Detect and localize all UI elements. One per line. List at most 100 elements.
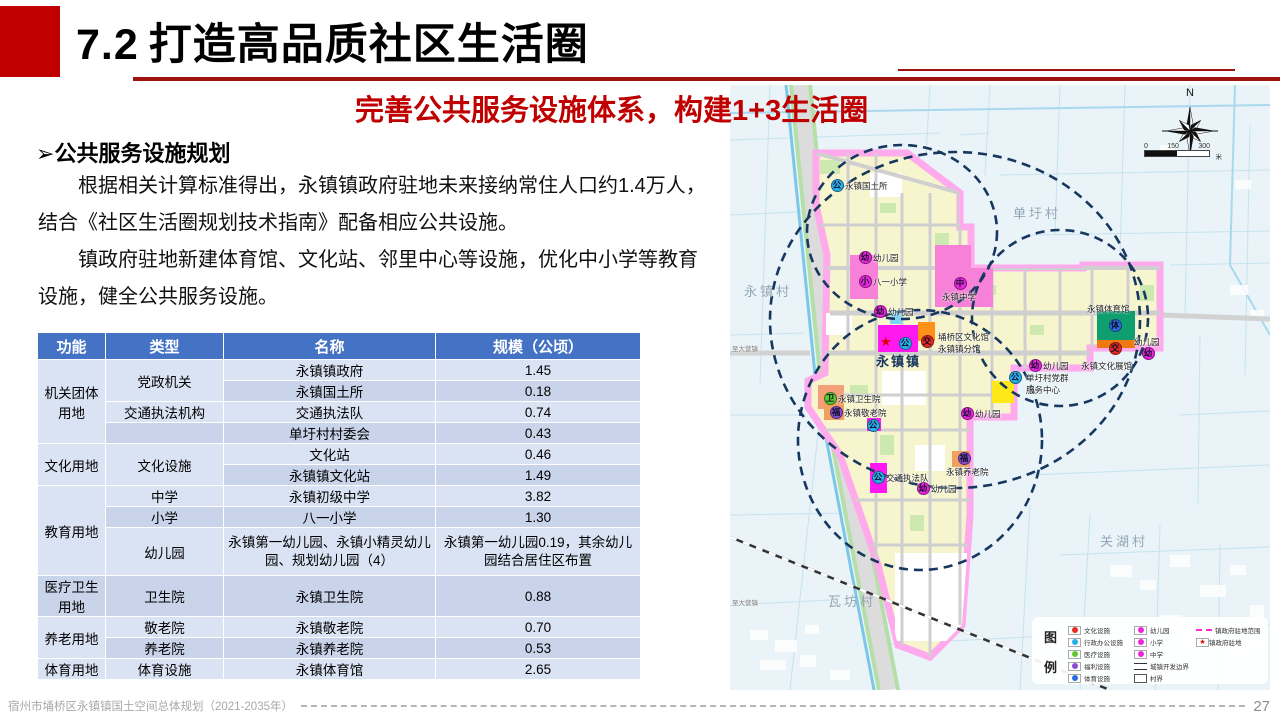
legend-item: 村界 (1134, 673, 1163, 683)
section-heading-text: 公共服务设施规划 (54, 141, 231, 166)
map-text-label: 至大营镇 (732, 600, 758, 607)
table-cell: 2.65 (435, 658, 641, 680)
legend-label: 永镇镇政府驻地 (1196, 640, 1242, 647)
legend-item: ★ 永镇镇政府驻地 (1196, 637, 1242, 647)
legend-item: 中学 (1134, 649, 1163, 659)
table-cell: 0.18 (435, 380, 641, 402)
paragraph-2: 镇政府驻地新建体育馆、文化站、邻里中心等设施，优化中小学等教育设施，健全公共服务… (38, 249, 698, 308)
facility-label: 八一小学 (873, 277, 908, 287)
page-title: 7.2 打造高品质社区生活圈 (76, 10, 589, 72)
facility-marker-med: 卫 (823, 391, 837, 405)
table-cell: 0.53 (435, 637, 641, 659)
legend-label: 医疗设施 (1084, 652, 1110, 659)
table-header-cell: 功能 (37, 332, 106, 360)
facility-label: 幼儿园 (1043, 361, 1069, 371)
facility-label: 幼儿园 (1134, 337, 1160, 347)
table-row: 机关团体用地 党政机关 永镇镇政府 1.45 (37, 359, 641, 444)
table-cell: 永镇第一幼儿园0.19，其余幼儿园结合居住区布置 (435, 527, 641, 576)
facility-table: 功能 类型 名称 规模（公顷） 机关团体用地 党政机关 永镇镇政府 1.45 永镇国土所 0.1… (37, 332, 641, 680)
scale-tick: 300 (1198, 143, 1210, 150)
legend-swatch-dot (1068, 673, 1081, 683)
paragraph-1: 根据相关计算标准得出，永镇镇政府驻地未来接纳常住人口约1.4万人，结合《社区生活… (38, 175, 706, 234)
footer: 宿州市埇桥区永镇镇国土空间总体规划（2021-2035年） 27 (8, 696, 1270, 716)
legend-title-char: 图 (1044, 630, 1058, 645)
table-cell: 1.30 (435, 506, 641, 528)
map-text-label: 埇桥区文化馆 永镇镇分馆 (938, 332, 990, 354)
table-row: 体育用地 体育设施 永镇体育馆 2.65 (37, 658, 641, 680)
table-cell: 永镇第一幼儿园、永镇小精灵幼儿园、规划幼儿园（4） (223, 527, 436, 576)
facility-marker-admin: 公 (871, 470, 885, 484)
legend-label: 小学 (1150, 640, 1163, 647)
table-cell: 文化设施 (105, 443, 224, 486)
table-cell: 0.70 (435, 616, 641, 638)
table-cell: 体育用地 (37, 658, 106, 680)
arrow-bullet-icon: ➢ (36, 141, 55, 166)
legend-swatch-dot (1068, 649, 1081, 659)
legend-item: 行政办公设施 (1068, 637, 1123, 647)
header-rule-thin (898, 69, 1235, 71)
legend-label: 体育设施 (1084, 676, 1110, 683)
section-heading: ➢公共服务设施规划 (36, 136, 230, 168)
compass-rose-icon (1162, 106, 1218, 156)
table-cell: 永镇敬老院 (223, 616, 436, 638)
table-cell: 卫生院 (105, 575, 224, 617)
facility-marker-edu: 幼 (858, 250, 872, 264)
table-cell: 0.88 (435, 575, 641, 617)
legend-item: 医疗设施 (1068, 649, 1110, 659)
facility-marker-edu: 中 (953, 276, 967, 290)
table-cell: 党政机关 (105, 359, 224, 402)
footer-source-text: 宿州市埇桥区永镇镇国土空间总体规划（2021-2035年） (8, 701, 293, 713)
table-cell: 八一小学 (223, 506, 436, 528)
section-title: 打造高品质社区生活圈 (148, 21, 589, 69)
facility-label: 交通执法队 (886, 473, 929, 483)
table-row: 小学 八一小学 1.30 (38, 506, 641, 528)
header-accent-square (0, 6, 60, 77)
legend-label: 幼儿园 (1150, 628, 1170, 635)
legend-swatch-dot (1134, 637, 1147, 647)
facility-label: 幼儿园 (975, 409, 1001, 419)
legend-item: 文化设施 (1068, 625, 1110, 635)
facility-marker-admin: 公 (898, 336, 912, 350)
table-cell: 机关团体用地 (37, 359, 106, 444)
table-cell: 文化用地 (37, 443, 106, 486)
facility-marker-edu: 小 (858, 274, 872, 288)
table-row: 医疗卫生用地 卫生院 永镇卫生院 0.88 (37, 575, 641, 617)
legend-label: 行政办公设施 (1084, 640, 1123, 647)
scale-bar: 0 150 300 米 (1144, 143, 1236, 161)
compass-rose: N (1158, 87, 1222, 167)
legend-label: 镇政府驻地范围 (1215, 628, 1261, 635)
table-cell: 永镇卫生院 (223, 575, 436, 617)
table-cell: 体育设施 (105, 658, 224, 680)
legend-item: 体育设施 (1068, 673, 1110, 683)
table-cell: 医疗卫生用地 (37, 575, 106, 617)
header-rule-thick (133, 77, 1280, 81)
table-cell: 永镇体育馆 (223, 658, 436, 680)
table-row: 文化用地 文化设施 文化站 0.46 (37, 443, 641, 486)
facility-label: 永镇卫生院 (838, 394, 881, 404)
facility-label: 幼儿园 (873, 253, 899, 263)
map-base-art (730, 85, 1270, 690)
legend-swatch-dot (1068, 661, 1081, 671)
legend-swatch-star: ★ (1196, 637, 1209, 647)
legend-swatch-rect (1134, 673, 1147, 683)
table-row: 教育用地 中学 永镇初级中学 3.82 (37, 485, 641, 576)
facility-label: 幼儿园 (888, 307, 914, 317)
scale-unit: 米 (1215, 154, 1223, 161)
facility-label: 永镇养老院 (946, 467, 989, 477)
village-label: 永镇村 (744, 284, 793, 299)
planning-map: N 0 150 300 米 公永镇国土所幼幼儿园小八一小学中永镇中学幼幼儿园公交… (730, 85, 1270, 690)
facility-label: 永镇国土所 (845, 181, 888, 191)
map-text-label: 永镇文化展馆 (1081, 361, 1133, 371)
table-cell (105, 422, 224, 444)
table-header-row: 功能 类型 名称 规模（公顷） (37, 332, 641, 360)
table-row: 永镇镇文化站 1.49 (38, 464, 641, 486)
table-cell: 永镇镇文化站 (223, 464, 436, 486)
legend-item: 小学 (1134, 637, 1163, 647)
legend-swatch-dot (1134, 625, 1147, 635)
table-row: 幼儿园 永镇第一幼儿园、永镇小精灵幼儿园、规划幼儿园（4） 永镇第一幼儿园0.19，… (38, 527, 641, 576)
table-row: 养老用地 敬老院 永镇敬老院 0.70 (37, 616, 641, 659)
map-text-label: 单圩村党群 服务中心 (1026, 373, 1069, 395)
table-cell: 永镇养老院 (223, 637, 436, 659)
scale-tick: 0 (1144, 143, 1148, 150)
table-cell: 教育用地 (37, 485, 106, 576)
